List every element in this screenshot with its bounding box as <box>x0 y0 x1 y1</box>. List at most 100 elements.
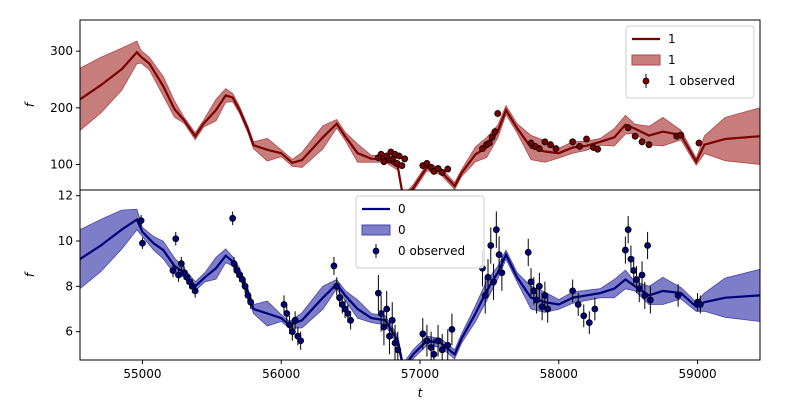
observed-point <box>569 279 577 303</box>
observed-point <box>388 302 396 339</box>
observed-point <box>430 338 438 360</box>
legend-entry: 0 <box>361 223 406 237</box>
y-tick-label: 200 <box>50 101 73 115</box>
observed-point <box>169 263 177 278</box>
observed-point <box>383 290 391 328</box>
observed-point <box>391 324 399 360</box>
observed-point <box>645 141 653 149</box>
observed-point <box>630 256 638 285</box>
observed-point <box>288 322 296 341</box>
observed-point <box>423 324 431 357</box>
observed-point <box>438 169 446 176</box>
band-bottom <box>80 208 760 360</box>
observed-point <box>583 135 590 143</box>
observed-point <box>547 141 554 149</box>
observed-point <box>621 236 629 264</box>
observed-point <box>448 313 456 346</box>
x-tick-label: 58000 <box>540 367 578 381</box>
plot-area-top <box>80 40 760 190</box>
model-line-top <box>80 50 760 190</box>
y-tick-label: 8 <box>65 279 73 293</box>
observed-point <box>434 165 442 172</box>
y-tick-label: 300 <box>50 44 73 58</box>
y-tick-label: 10 <box>58 234 73 248</box>
observed-point <box>535 145 543 153</box>
observed-point <box>283 304 291 323</box>
observed-point <box>552 145 560 153</box>
observed-point <box>674 284 682 307</box>
y-axis-label: f <box>23 101 37 107</box>
observed-point <box>238 272 246 287</box>
observed-point <box>244 288 252 303</box>
band-top <box>80 40 760 190</box>
observed-point <box>394 331 402 360</box>
observed-point <box>395 152 403 160</box>
observed-point <box>535 272 543 300</box>
observed-point <box>544 295 552 323</box>
legend-entry: 1 <box>632 32 676 46</box>
observed-point <box>624 124 632 132</box>
legend-label: 1 <box>668 32 676 46</box>
observed-point <box>624 216 632 244</box>
observed-point <box>488 133 496 141</box>
observed-point <box>574 293 582 316</box>
observed-point <box>495 236 503 273</box>
observed-point <box>631 132 639 140</box>
legend-bottom: 0 0 0 observed <box>355 195 485 269</box>
legend-entry: 0 observed <box>372 244 465 258</box>
observed-point <box>677 131 685 139</box>
observed-point <box>241 279 249 294</box>
observed-point <box>646 286 654 314</box>
observed-point <box>491 128 499 136</box>
observed-point <box>280 295 288 314</box>
legend-entry: 1 observed <box>642 74 735 88</box>
observed-point <box>638 138 646 146</box>
observed-point <box>347 311 355 330</box>
observed-point <box>444 329 452 360</box>
panel-bottom: 6 8 10 12 f 55000 56000 57000 58000 59000 t 0 0 0 obs… <box>23 189 761 400</box>
observed-point <box>172 231 180 246</box>
observed-point <box>490 263 497 300</box>
observed-point <box>230 256 238 271</box>
observed-point <box>638 261 646 289</box>
observed-point <box>423 159 431 167</box>
observed-point <box>696 295 704 314</box>
y-tick-label: 100 <box>50 158 73 172</box>
observed-point <box>585 311 593 334</box>
observed-point <box>484 259 492 296</box>
observed-point <box>538 293 546 321</box>
legend-entry: 1 <box>631 53 676 67</box>
observed-point <box>374 275 382 312</box>
legend-label: 1 observed <box>668 74 735 88</box>
observed-point <box>401 155 409 163</box>
legend-label: 0 <box>398 223 406 237</box>
x-tick-label: 55000 <box>123 367 161 381</box>
observed-point <box>487 227 495 264</box>
y-tick-label: 12 <box>58 189 73 203</box>
observed-point <box>175 268 182 282</box>
observed-point <box>591 297 599 321</box>
observed-point <box>494 110 502 117</box>
observed-point <box>291 311 299 330</box>
observed-point <box>569 138 577 146</box>
y-axis-label: f <box>23 271 37 277</box>
observed-point <box>594 145 602 153</box>
panel-top: 100 200 300 f 1 1 1 observed <box>23 19 761 191</box>
observed-point <box>498 254 506 291</box>
observed-point <box>580 304 588 328</box>
observed-point <box>641 281 649 309</box>
observed-point <box>398 162 406 170</box>
observed-point <box>177 256 185 271</box>
observed-point <box>541 138 549 146</box>
observed-point <box>229 211 237 226</box>
legend-entry: 0 <box>362 202 406 216</box>
observed-point <box>635 275 643 303</box>
x-tick-label: 59000 <box>678 367 716 381</box>
observed-point <box>137 214 145 227</box>
observed-point <box>644 231 651 260</box>
observed-point <box>377 150 385 158</box>
legend-label: 1 <box>668 53 676 67</box>
observed-point <box>695 139 703 147</box>
x-tick-label: 57000 <box>401 367 439 381</box>
observed-point <box>191 284 199 298</box>
